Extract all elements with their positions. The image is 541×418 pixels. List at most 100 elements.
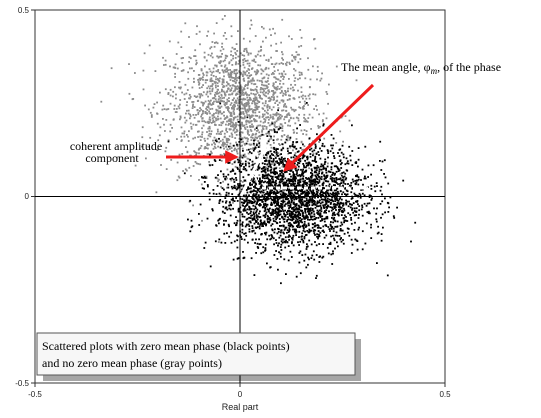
black-point — [229, 170, 232, 173]
black-point — [252, 211, 255, 214]
black-point — [219, 199, 222, 201]
black-point — [290, 210, 293, 213]
black-point — [225, 219, 227, 222]
black-point — [311, 193, 314, 196]
black-point — [284, 241, 287, 244]
black-point — [244, 163, 247, 165]
black-point — [330, 168, 333, 171]
black-point — [267, 210, 270, 213]
gray-point — [234, 105, 236, 108]
gray-point — [230, 179, 233, 182]
gray-point — [261, 102, 264, 105]
black-point — [225, 194, 228, 196]
black-point — [341, 144, 344, 147]
black-point — [343, 232, 346, 235]
gray-point — [252, 99, 255, 102]
black-point — [322, 123, 325, 126]
gray-point — [207, 106, 210, 109]
gray-point — [268, 150, 271, 153]
black-point — [335, 209, 337, 211]
black-point — [237, 208, 240, 211]
black-point — [254, 185, 256, 187]
gray-point — [194, 55, 197, 57]
black-point — [298, 236, 300, 238]
black-point — [224, 178, 227, 181]
black-point — [329, 171, 332, 173]
black-point — [351, 164, 354, 166]
gray-point — [278, 72, 281, 75]
gray-point — [217, 79, 220, 81]
gray-point — [214, 147, 217, 149]
gray-point — [217, 180, 219, 183]
black-point — [248, 216, 250, 219]
black-point — [329, 230, 331, 232]
gray-point — [199, 107, 201, 109]
gray-point — [110, 67, 113, 70]
gray-point — [238, 101, 240, 103]
black-point — [324, 192, 327, 194]
gray-point — [327, 102, 329, 105]
gray-point — [210, 79, 213, 82]
gray-point — [243, 50, 245, 52]
gray-point — [183, 135, 186, 138]
black-point — [264, 216, 267, 219]
black-point — [274, 208, 277, 211]
gray-point — [237, 62, 240, 65]
black-point — [269, 190, 272, 193]
gray-point — [221, 69, 224, 71]
gray-point — [237, 99, 240, 101]
black-point — [340, 198, 343, 201]
black-point — [278, 174, 280, 177]
black-point — [272, 154, 274, 156]
gray-point — [256, 130, 258, 132]
gray-point — [187, 159, 189, 162]
black-point — [297, 197, 300, 199]
black-point — [277, 212, 279, 214]
gray-point — [228, 100, 230, 103]
gray-point — [222, 48, 225, 51]
black-point — [336, 204, 338, 206]
gray-point — [193, 70, 195, 72]
black-point — [258, 198, 260, 201]
black-point — [305, 216, 308, 219]
gray-point — [202, 74, 205, 76]
black-point — [341, 193, 343, 196]
black-point — [311, 197, 314, 200]
black-point — [350, 191, 353, 194]
black-point — [312, 199, 315, 202]
black-point — [334, 200, 337, 202]
gray-point — [244, 71, 247, 74]
black-point — [303, 220, 306, 223]
gray-point — [202, 102, 205, 105]
black-point — [305, 234, 308, 236]
black-point — [370, 237, 373, 239]
gray-point — [189, 97, 191, 100]
gray-point — [251, 102, 253, 105]
gray-point — [227, 83, 230, 86]
gray-point — [212, 102, 214, 104]
gray-point — [257, 151, 260, 153]
black-point — [336, 198, 338, 200]
black-point — [279, 225, 281, 227]
gray-point — [240, 86, 243, 89]
gray-point — [258, 105, 260, 108]
gray-point — [264, 109, 266, 112]
black-point — [295, 169, 297, 172]
black-point — [277, 209, 280, 211]
gray-point — [272, 83, 275, 86]
black-point — [330, 253, 333, 256]
black-point — [366, 211, 369, 213]
gray-point — [198, 83, 200, 86]
black-point — [304, 194, 306, 196]
black-point — [263, 174, 265, 177]
black-point — [332, 144, 334, 147]
gray-point — [291, 60, 294, 62]
gray-point — [178, 81, 181, 83]
gray-point — [274, 126, 277, 129]
gray-point — [290, 117, 292, 120]
black-point — [327, 226, 330, 228]
black-point — [214, 176, 217, 179]
gray-point — [279, 144, 281, 146]
gray-point — [215, 22, 218, 24]
gray-point — [206, 153, 209, 155]
